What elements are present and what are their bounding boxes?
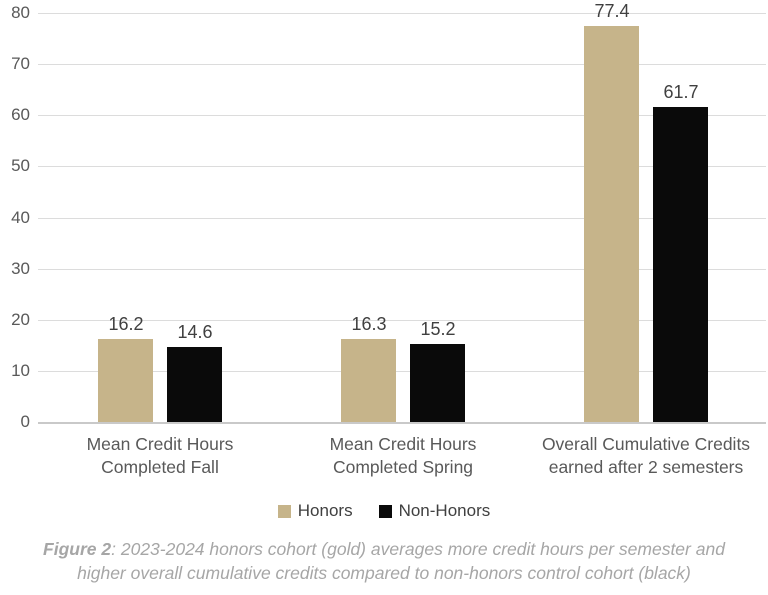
value-label-non-honors-group1: 14.6 [177, 322, 213, 342]
value-label-non-honors-group2: 15.2 [420, 319, 456, 339]
bar-non-honors-group3 [653, 107, 708, 422]
gridline-60 [38, 115, 766, 116]
bar-honors-group3 [584, 26, 639, 422]
figure-caption: Figure 2: 2023-2024 honors cohort (gold)… [0, 537, 768, 585]
category-label-group3: Overall Cumulative Credits earned after 2… [516, 433, 768, 479]
y-axis-tick-60: 60 [11, 105, 30, 124]
gridline-30 [38, 269, 766, 270]
category-label-line: Overall Cumulative Credits [541, 434, 751, 454]
x-axis-line [38, 422, 766, 424]
y-axis-tick-20: 20 [11, 310, 30, 329]
plot-area: 0 10 20 30 40 50 60 70 80 16.2 16.3 77.4 14.6 15.2 61.… [11, 1, 766, 477]
caption-line1-text: : 2023-2024 honors cohort (gold) average… [111, 539, 725, 559]
category-label-group1: Mean Credit Hours Completed Fall [30, 433, 290, 479]
y-axis-tick-80: 80 [11, 3, 30, 22]
gridline-70 [38, 64, 766, 65]
y-axis-tick-70: 70 [11, 54, 30, 73]
gridline-20 [38, 320, 766, 321]
category-label-line: Mean Credit Hours [86, 434, 234, 454]
y-axis-tick-0: 0 [20, 412, 30, 431]
value-label-honors-group2: 16.3 [351, 314, 387, 334]
legend-label-honors: Honors [297, 501, 353, 520]
category-label-line: Mean Credit Hours [329, 434, 477, 454]
category-label-line: Completed Spring [332, 457, 474, 477]
legend-swatch-honors [277, 504, 291, 518]
bar-honors-group1 [98, 339, 153, 422]
category-label-line: Completed Fall [101, 457, 219, 477]
y-axis-tick-50: 50 [11, 156, 30, 175]
category-label-group2: Mean Credit Hours Completed Spring [273, 433, 533, 479]
category-label-line: earned after 2 semesters [548, 457, 744, 477]
value-label-non-honors-group3: 61.7 [663, 82, 699, 102]
bar-non-honors-group1 [167, 347, 222, 422]
gridline-40 [38, 218, 766, 219]
gridline-50 [38, 166, 766, 167]
chart-legend: Honors Non-Honors [0, 501, 768, 521]
caption-line-1: Figure 2: 2023-2024 honors cohort (gold)… [0, 537, 768, 561]
caption-line-2: higher overall cumulative credits compar… [77, 563, 691, 583]
y-axis-tick-10: 10 [11, 361, 30, 380]
bar-non-honors-group2 [410, 344, 465, 422]
legend-label-non-honors: Non-Honors [398, 501, 491, 520]
gridline-10 [38, 371, 766, 372]
y-axis-tick-40: 40 [11, 208, 30, 227]
bar-honors-group2 [341, 339, 396, 422]
legend-swatch-non-honors [378, 504, 392, 518]
legend-item-honors: Honors [277, 501, 353, 521]
value-label-honors-group1: 16.2 [108, 314, 144, 334]
gridline-80 [38, 13, 766, 14]
caption-figure-label: Figure 2 [43, 539, 112, 559]
value-label-honors-group3: 77.4 [594, 1, 630, 21]
legend-item-non-honors: Non-Honors [378, 501, 491, 521]
y-axis-tick-30: 30 [11, 259, 30, 278]
